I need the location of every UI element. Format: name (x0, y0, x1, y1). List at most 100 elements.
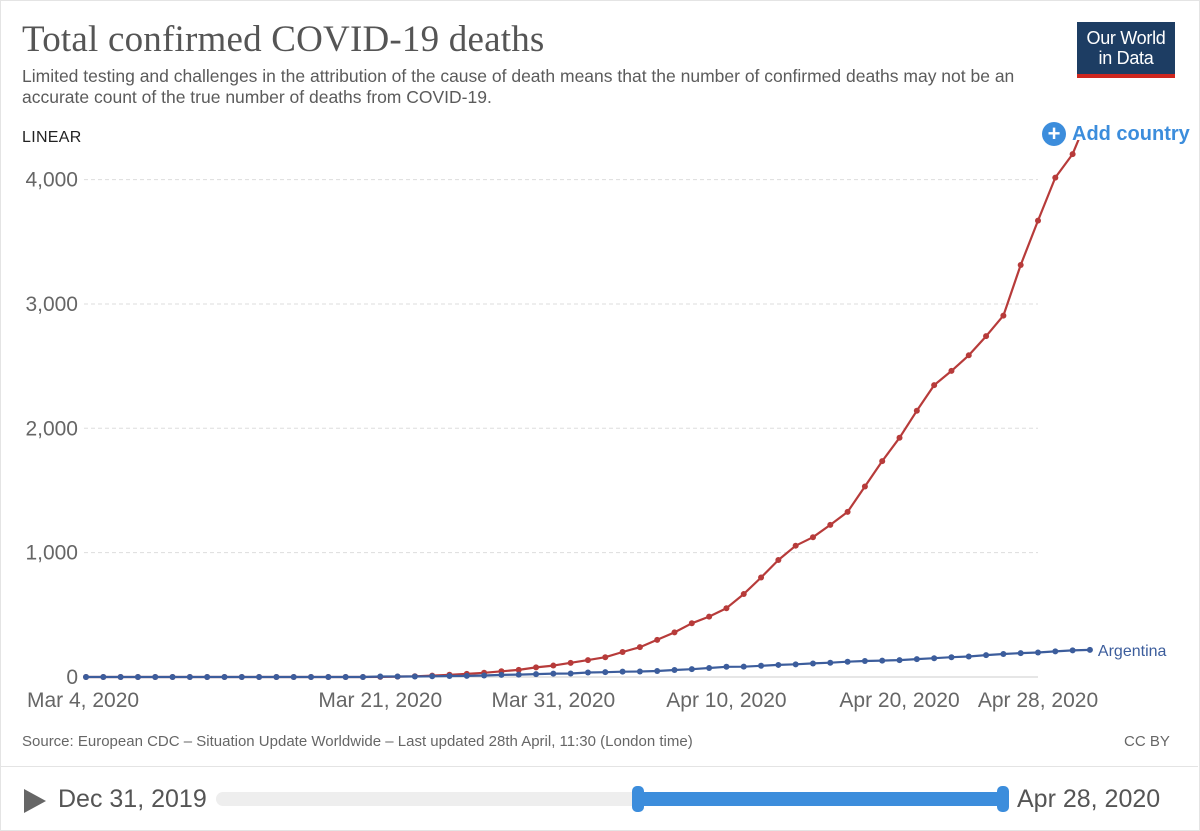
add-country-button[interactable]: + Add country (1042, 122, 1190, 146)
data-point-brazil (602, 654, 609, 661)
chart-title: Total confirmed COVID-19 deaths (22, 19, 545, 60)
data-point-argentina (636, 668, 643, 675)
data-point-argentina (775, 661, 782, 668)
data-point-argentina (1086, 646, 1093, 653)
data-point-brazil (515, 666, 522, 673)
logo-line-2: in Data (1098, 48, 1154, 68)
data-point-brazil (688, 620, 695, 627)
data-point-brazil (913, 407, 920, 414)
data-point-brazil (654, 636, 661, 643)
data-point-argentina (948, 654, 955, 661)
data-point-brazil (775, 556, 782, 563)
logo-line-1: Our World (1086, 28, 1166, 48)
x-tick-label: Apr 28, 2020 (978, 689, 1098, 712)
data-point-argentina (567, 670, 574, 677)
data-point-argentina (100, 674, 107, 680)
data-point-brazil (723, 605, 730, 612)
data-point-argentina (325, 674, 332, 680)
data-point-argentina (411, 673, 418, 680)
data-point-argentina (204, 674, 211, 680)
add-country-label: Add country (1072, 122, 1190, 145)
data-point-argentina (169, 674, 176, 680)
data-point-brazil (1052, 174, 1059, 181)
data-point-brazil (948, 367, 955, 374)
play-icon[interactable] (24, 789, 46, 813)
data-point-brazil (1035, 217, 1041, 224)
data-point-brazil (533, 664, 540, 671)
data-point-argentina (446, 673, 453, 680)
x-tick-label: Apr 10, 2020 (666, 689, 786, 712)
data-point-brazil (965, 352, 972, 359)
data-point-argentina (273, 674, 280, 680)
y-tick-label: 2,000 (25, 417, 78, 440)
data-point-argentina (758, 662, 765, 669)
data-point-brazil (619, 649, 626, 656)
data-point-argentina (740, 663, 747, 670)
license-link[interactable]: CC BY (1124, 733, 1170, 750)
data-point-brazil (758, 574, 765, 581)
y-tick-label: 4,000 (25, 169, 78, 192)
data-point-argentina (515, 671, 522, 678)
y-tick-label: 3,000 (25, 293, 78, 316)
data-point-argentina (913, 656, 920, 663)
data-point-argentina (809, 660, 816, 667)
series-line-brazil (86, 140, 1080, 679)
timeline-end-handle[interactable] (997, 786, 1009, 812)
data-point-argentina (861, 657, 868, 664)
data-point-brazil (844, 508, 851, 515)
data-point-argentina (186, 674, 193, 680)
chart-subtitle: Limited testing and challenges in the at… (22, 66, 1015, 107)
data-point-argentina (983, 652, 990, 659)
data-point-argentina (377, 673, 384, 680)
data-point-argentina (394, 673, 401, 680)
data-point-argentina (83, 674, 89, 680)
data-point-argentina (965, 653, 972, 660)
data-point-brazil (636, 644, 643, 651)
data-point-argentina (584, 669, 591, 676)
data-point-argentina (290, 674, 297, 680)
data-point-argentina (1069, 647, 1076, 654)
data-point-argentina (1035, 649, 1041, 656)
plus-circle-icon: + (1042, 122, 1066, 146)
scale-toggle[interactable]: LINEAR (22, 129, 82, 146)
data-point-argentina (931, 655, 938, 662)
data-point-argentina (256, 674, 263, 680)
data-point-brazil (931, 382, 938, 389)
data-point-argentina (1052, 648, 1059, 655)
data-point-argentina (117, 674, 124, 680)
data-point-brazil (1017, 262, 1024, 269)
data-point-argentina (619, 668, 626, 675)
data-point-argentina (671, 667, 678, 674)
data-point-brazil (706, 613, 713, 620)
data-point-argentina (602, 669, 609, 676)
data-point-argentina (359, 674, 366, 680)
timeline-bar: Dec 31, 2019 Apr 28, 2020 (0, 766, 1198, 830)
data-point-argentina (429, 673, 436, 680)
data-point-brazil (584, 657, 591, 664)
timeline-start-date: Dec 31, 2019 (58, 785, 207, 813)
data-point-argentina (896, 657, 903, 664)
data-point-argentina (498, 671, 505, 678)
data-point-brazil (792, 542, 799, 549)
data-point-argentina (463, 672, 470, 679)
data-point-brazil (827, 521, 834, 528)
data-point-brazil (879, 458, 886, 465)
timeline-start-handle[interactable] (632, 786, 644, 812)
data-point-brazil (567, 659, 574, 666)
timeline-selected-range[interactable] (637, 792, 1003, 806)
data-point-argentina (238, 674, 245, 680)
data-point-brazil (861, 483, 868, 490)
timeline-end-date: Apr 28, 2020 (1017, 785, 1161, 813)
data-point-argentina (533, 671, 540, 678)
data-point-brazil (740, 591, 747, 598)
x-tick-label: Apr 20, 2020 (839, 689, 959, 712)
data-point-argentina (134, 674, 141, 680)
x-tick-label: Mar 4, 2020 (27, 689, 139, 712)
data-point-argentina (152, 674, 159, 680)
data-point-brazil (896, 434, 903, 441)
data-point-argentina (844, 658, 851, 665)
owid-logo[interactable]: Our World in Data (1077, 22, 1175, 78)
data-point-brazil (671, 629, 678, 636)
source-note: Source: European CDC – Situation Update … (22, 733, 693, 750)
data-point-brazil (983, 333, 990, 340)
